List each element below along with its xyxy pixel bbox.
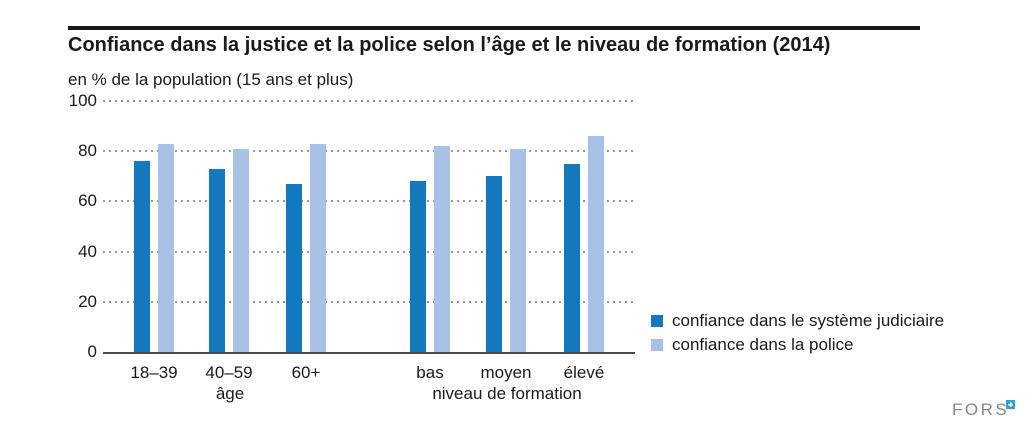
y-tick-label-40: 40 <box>78 241 97 261</box>
y-tick-label-80: 80 <box>78 141 97 161</box>
bar-police-60+ <box>310 143 326 352</box>
y-tick-label-0: 0 <box>87 342 97 361</box>
gridline-60 <box>103 200 635 203</box>
bar-police-moyen <box>510 148 526 352</box>
gridline-40 <box>103 250 635 253</box>
bar-police-18–39 <box>158 143 174 352</box>
bar-police-40–59 <box>233 148 249 352</box>
legend-item-judiciaire: confiance dans le système judiciaire <box>651 309 944 333</box>
y-tick-label-20: 20 <box>78 291 97 311</box>
axis-group-label-âge: âge <box>215 384 245 403</box>
bar-police-bas <box>434 146 450 352</box>
bar-judiciaire-moyen <box>486 176 502 352</box>
chart-subtitle: en % de la population (15 ans et plus) <box>68 70 354 89</box>
legend-swatch-police-icon <box>651 339 663 351</box>
axis-group-label-niveau de formation: niveau de formation <box>432 384 582 403</box>
x-tick-label-60+: 60+ <box>291 363 321 382</box>
fors-logo-text: FORS <box>952 400 1010 419</box>
fors-logo: FORS <box>952 400 1022 422</box>
legend: confiance dans le système judiciaire con… <box>651 309 944 357</box>
gridline-100 <box>103 100 635 102</box>
y-tick-label-100: 100 <box>68 91 97 110</box>
legend-swatch-judiciaire-icon <box>651 315 663 327</box>
x-axis-line <box>103 352 635 354</box>
bar-judiciaire-bas <box>410 181 426 352</box>
bar-judiciaire-60+ <box>286 183 302 352</box>
legend-label-judiciaire: confiance dans le système judiciaire <box>672 311 945 330</box>
x-tick-label-18–39: 18–39 <box>130 363 178 382</box>
legend-item-police: confiance dans la police <box>651 333 944 357</box>
gridline-80 <box>103 150 635 153</box>
bar-police-élevé <box>588 136 604 352</box>
x-tick-label-élevé: élevé <box>563 363 605 382</box>
x-tick-label-40–59: 40–59 <box>205 363 253 382</box>
top-rule <box>68 26 920 30</box>
x-tick-label-moyen: moyen <box>480 363 532 382</box>
x-tick-label-bas: bas <box>416 363 444 382</box>
fors-plus-icon <box>1006 400 1015 409</box>
bar-judiciaire-40–59 <box>209 168 225 352</box>
chart-title: Confiance dans la justice et la police s… <box>68 34 831 56</box>
bar-judiciaire-18–39 <box>134 161 150 352</box>
gridline-20 <box>103 300 635 303</box>
legend-label-police: confiance dans la police <box>672 335 854 354</box>
y-tick-label-60: 60 <box>78 191 97 211</box>
bar-judiciaire-élevé <box>564 163 580 352</box>
